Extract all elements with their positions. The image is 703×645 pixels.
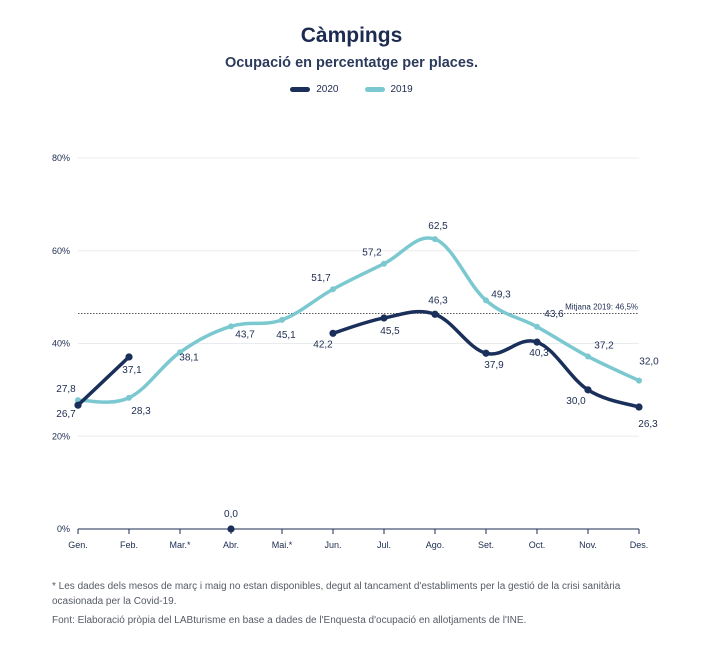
series-2019-point xyxy=(381,260,387,267)
series-2019-data-label: 27,8 xyxy=(56,384,76,395)
x-tick-label: Ago. xyxy=(426,540,445,550)
series-2019-point xyxy=(636,377,642,384)
series-2020-point xyxy=(482,349,490,357)
x-tick-label: Abr. xyxy=(223,540,239,550)
series-2020-point xyxy=(329,329,337,337)
legend-item-2019: 2019 xyxy=(364,84,413,95)
series-2019-data-label: 32,0 xyxy=(639,357,659,368)
series-2019-data-label: 38,1 xyxy=(179,352,199,363)
series-2020-point xyxy=(533,338,541,346)
series-2019-point xyxy=(585,353,591,360)
series-2019-point xyxy=(126,394,132,401)
chart-title: Càmpings xyxy=(300,24,403,47)
series-2019-data-label: 57,2 xyxy=(362,248,382,259)
series-2020-point xyxy=(74,401,82,409)
series-2020-data-label: 45,5 xyxy=(380,326,400,337)
x-tick-label: Mar.* xyxy=(169,540,191,550)
series-2019-data-label: 28,3 xyxy=(131,406,151,417)
series-2020-data-label: 26,3 xyxy=(638,419,658,430)
x-tick-label: Jun. xyxy=(324,540,341,550)
reference-line-label: Mitjana 2019: 46,5% xyxy=(565,302,638,311)
legend-swatch-2019 xyxy=(364,87,385,92)
series-2019-data-label: 51,7 xyxy=(311,273,331,284)
series-2019-data-label: 45,1 xyxy=(276,330,296,341)
series-2019-point xyxy=(228,323,234,330)
x-tick-label: Mai.* xyxy=(272,540,293,550)
legend: 2020 2019 xyxy=(0,84,703,95)
series-2019-point xyxy=(279,316,285,323)
series-2020-data-label: 37,1 xyxy=(122,365,142,376)
series-2020-data-label: 37,9 xyxy=(484,360,504,371)
series-2019-point xyxy=(177,349,183,356)
y-tick-label: 80% xyxy=(52,153,70,163)
series-2019-data-label: 43,6 xyxy=(544,309,564,320)
y-tick-label: 0% xyxy=(57,524,70,534)
x-tick-label: Oct. xyxy=(529,540,546,550)
chart-subtitle: Ocupació en percentatge per places. xyxy=(224,55,479,71)
series-2020-point xyxy=(431,310,439,318)
series-2020-point xyxy=(125,353,133,361)
series-2020-data-label: 42,2 xyxy=(313,339,333,350)
series-2020-point xyxy=(380,314,388,322)
legend-label-2020: 2020 xyxy=(316,84,339,95)
series-2019-data-label: 62,5 xyxy=(428,221,448,232)
series-2020-line xyxy=(76,355,131,407)
series-2019-point xyxy=(534,323,540,330)
series-2020-data-label: 40,3 xyxy=(529,348,549,359)
series-2019-data-label: 49,3 xyxy=(491,289,511,300)
y-tick-label: 40% xyxy=(52,339,70,349)
x-tick-label: Des. xyxy=(630,540,649,550)
series-2020-data-label: 46,3 xyxy=(428,295,448,306)
series-2019-point xyxy=(483,297,489,304)
x-tick-label: Set. xyxy=(478,540,494,550)
legend-label-2019: 2019 xyxy=(390,84,413,95)
series-2019-point xyxy=(330,286,336,293)
series-2019-data-label: 43,7 xyxy=(235,329,255,340)
x-tick-label: Feb. xyxy=(120,540,138,550)
series-2020-point xyxy=(635,403,643,411)
x-tick-label: Jul. xyxy=(377,540,391,550)
series-2019-point xyxy=(432,236,438,243)
y-tick-label: 20% xyxy=(52,431,70,441)
series-2020-data-label: 26,7 xyxy=(56,409,76,420)
source-note: Font: Elaboració pròpia del LABturisme e… xyxy=(52,615,527,626)
y-tick-label: 60% xyxy=(52,246,70,256)
series-2020-data-label: 0,0 xyxy=(224,509,238,520)
series-2020-data-label: 30,0 xyxy=(566,396,586,407)
x-tick-label: Nov. xyxy=(579,540,597,550)
series-2019-line xyxy=(76,236,641,404)
footnote-missing-data: * Les dades dels mesos de març i maig no… xyxy=(52,581,621,607)
series-2019-data-label: 37,2 xyxy=(594,340,614,351)
legend-item-2020: 2020 xyxy=(290,84,339,95)
x-tick-label: Gen. xyxy=(68,540,88,550)
legend-swatch-2020 xyxy=(290,87,311,92)
series-2020-point xyxy=(584,386,592,394)
series-2020-point xyxy=(227,525,235,533)
